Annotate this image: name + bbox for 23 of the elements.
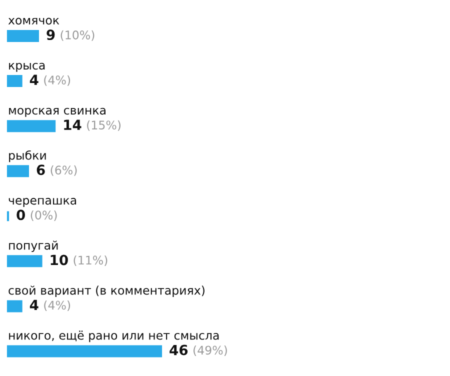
y-tick-label: свой вариант (в комментариях) (8, 286, 204, 298)
y-tick-label: крыса (9, 62, 45, 72)
bar (6, 345, 162, 358)
bar (6, 75, 22, 88)
data-label: 14 (15%) (64, 120, 120, 131)
y-tick-label: рыбки (9, 150, 46, 162)
y-tick-label: попугай (9, 240, 58, 252)
data-label: 6 (6%) (36, 164, 77, 176)
y-tick-label: никого, ещё рано или нет смысла (9, 330, 219, 342)
bar (6, 165, 29, 178)
data-label: 4 (4%) (30, 300, 70, 312)
data-label: 9 (10%) (46, 30, 94, 41)
bar (6, 120, 56, 132)
data-label: 4 (4%) (30, 74, 70, 86)
y-tick-label: хомячок (8, 18, 60, 25)
y-tick-label: морская свинка (9, 108, 106, 117)
bar (6, 300, 22, 312)
data-label: 10 (11%) (50, 254, 108, 266)
data-label: 0 (0%) (16, 210, 57, 221)
data-label: 46 (49%) (170, 344, 227, 356)
y-tick-label: черепашка (8, 198, 76, 207)
bar (6, 30, 39, 42)
bar (6, 255, 42, 268)
